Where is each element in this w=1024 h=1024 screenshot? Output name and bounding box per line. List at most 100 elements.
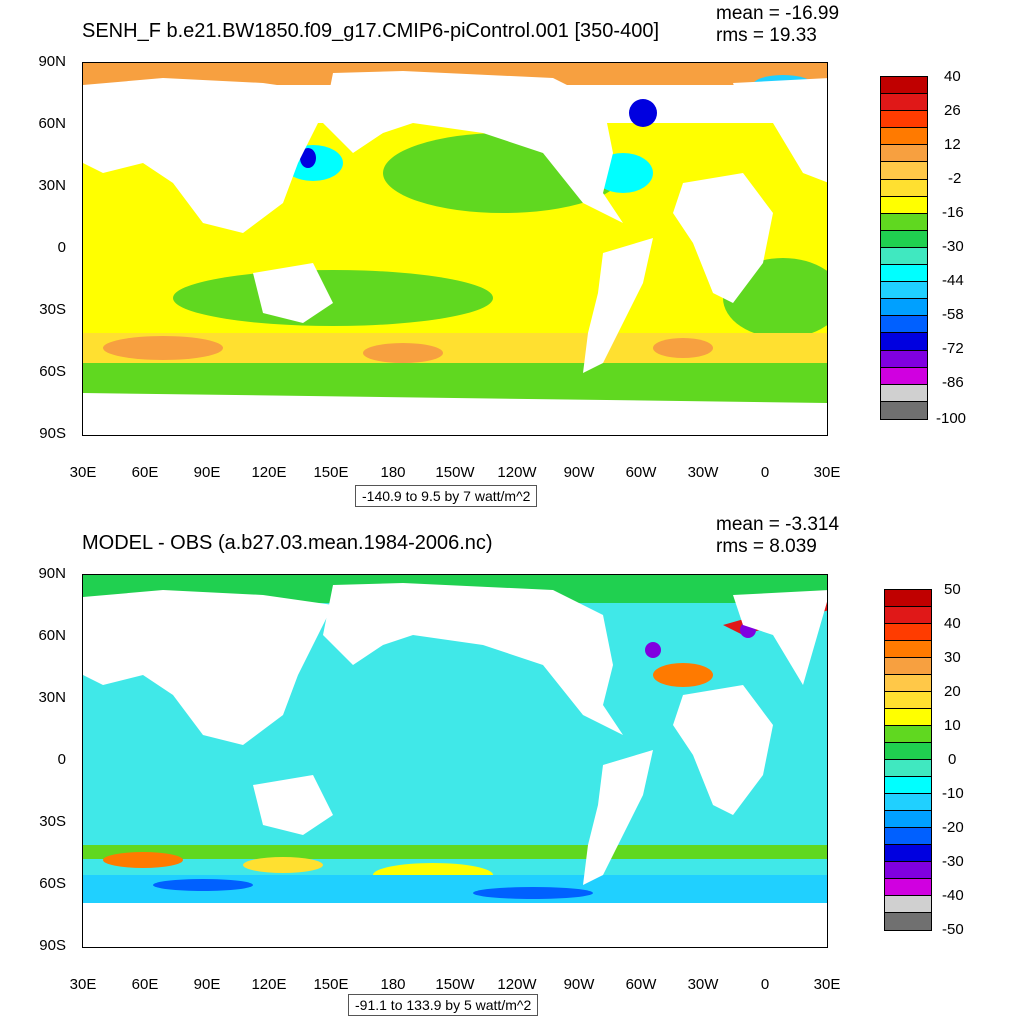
contour-range-label: -140.9 to 9.5 by 7 watt/m^2 [355,485,538,507]
lon-label: 60E [131,464,159,481]
lon-label: 180 [380,464,406,481]
lat-label: 30N [38,177,66,194]
colorbar-swatch [885,845,931,862]
colorbar-label: 10 [944,717,961,734]
lon-label: 30W [687,976,719,993]
lat-label: 30S [39,813,66,830]
map-field [83,63,827,435]
lat-label: 0 [57,751,66,768]
colorbar-swatch [881,162,927,180]
colorbar-swatch [881,333,927,351]
lat-label: 60S [39,875,66,892]
colorbar-swatch [885,794,931,811]
map-plot [82,62,828,436]
colorbar-swatch [885,777,931,794]
panel-title: MODEL - OBS (a.b27.03.mean.1984-2006.nc) [82,532,493,554]
colorbar-label: 20 [944,683,961,700]
colorbar-swatch [881,316,927,334]
colorbar-swatch [885,658,931,675]
colorbar-swatch [885,913,931,930]
colorbar-swatch [881,384,927,402]
colorbar-label: -30 [942,853,964,870]
colorbar-swatch [881,77,927,95]
panel-title: SENH_F b.e21.BW1850.f09_g17.CMIP6-piCont… [82,20,660,42]
colorbar-label: 26 [944,102,961,119]
lon-label: 0 [760,464,770,481]
colorbar-swatch [881,247,927,266]
colorbar-label: -16 [942,204,964,221]
colorbar-label: 12 [944,136,961,153]
lon-label: 30E [69,464,97,481]
colorbar-swatch [885,692,931,709]
lon-label: 30E [813,976,841,993]
lat-label: 90N [38,53,66,70]
lon-label: 150W [435,464,475,481]
mean-value: mean = -3.314 [716,514,840,535]
panel-senh-f: SENH_F b.e21.BW1850.f09_g17.CMIP6-piCont… [38,3,967,507]
colorbar-label: -58 [942,306,964,323]
colorbar-label: -72 [942,340,964,357]
lon-label: 60E [131,976,159,993]
map-field [83,575,827,947]
lon-label: 30E [69,976,97,993]
colorbar-swatch [885,811,931,828]
colorbar-swatch [881,196,927,214]
colorbar-label: -50 [942,921,964,938]
colorbar-label: 50 [944,581,961,598]
colorbar-swatch [881,128,927,146]
colorbar-swatch [885,760,931,777]
lat-label: 30S [39,301,66,318]
colorbar-swatch [881,265,927,283]
colorbar-label: -2 [948,170,962,187]
colorbar-swatch [885,862,931,879]
colorbar-label: 40 [944,615,961,632]
colorbar [880,76,928,420]
colorbar-swatch [885,828,931,845]
colorbar-swatch [885,726,931,743]
lon-label: 0 [760,976,770,993]
rms-value: rms = 19.33 [716,25,817,46]
lon-label: 150E [313,976,349,993]
colorbar-label: -86 [942,374,964,391]
lon-label: 60W [625,464,657,481]
colorbar-label: -10 [942,785,964,802]
colorbar-swatch [885,641,931,658]
lat-label: 90S [39,937,66,954]
lon-label: 120W [497,976,537,993]
lon-label: 90W [563,976,595,993]
lat-label: 30N [38,689,66,706]
colorbar-swatch [885,896,931,913]
colorbar-swatch [881,94,927,112]
lon-label: 120E [251,464,287,481]
colorbar-label: 0 [948,751,957,768]
lon-label: 30E [813,464,841,481]
colorbar-swatch [885,879,931,896]
colorbar-label: -44 [942,272,964,289]
colorbar-label: -30 [942,238,964,255]
colorbar-swatch [881,230,927,248]
colorbar-swatch [885,590,931,607]
colorbar-swatch [881,145,927,163]
lon-label: 30W [687,464,719,481]
lat-label: 60N [38,115,66,132]
colorbar-label: -100 [936,410,967,427]
colorbar-label: 40 [944,68,961,85]
lon-label: 90W [563,464,595,481]
lon-label: 150W [435,976,475,993]
colorbar-label: -20 [942,819,964,836]
colorbar-swatch [881,367,927,385]
colorbar-swatch [881,213,927,231]
lat-label: 60S [39,363,66,380]
colorbar-swatch [881,350,927,368]
rms-value: rms = 8.039 [716,536,817,557]
lat-label: 60N [38,627,66,644]
lon-label: 180 [380,976,406,993]
lat-label: 90S [39,425,66,442]
mean-value: mean = -16.99 [716,3,840,24]
colorbar-swatch [881,282,927,300]
lat-label: 90N [38,565,66,582]
colorbar-label: 30 [944,649,961,666]
colorbar-swatch [881,401,927,419]
contour-range-label: -91.1 to 133.9 by 5 watt/m^2 [348,994,539,1016]
colorbar-swatch [885,743,931,760]
